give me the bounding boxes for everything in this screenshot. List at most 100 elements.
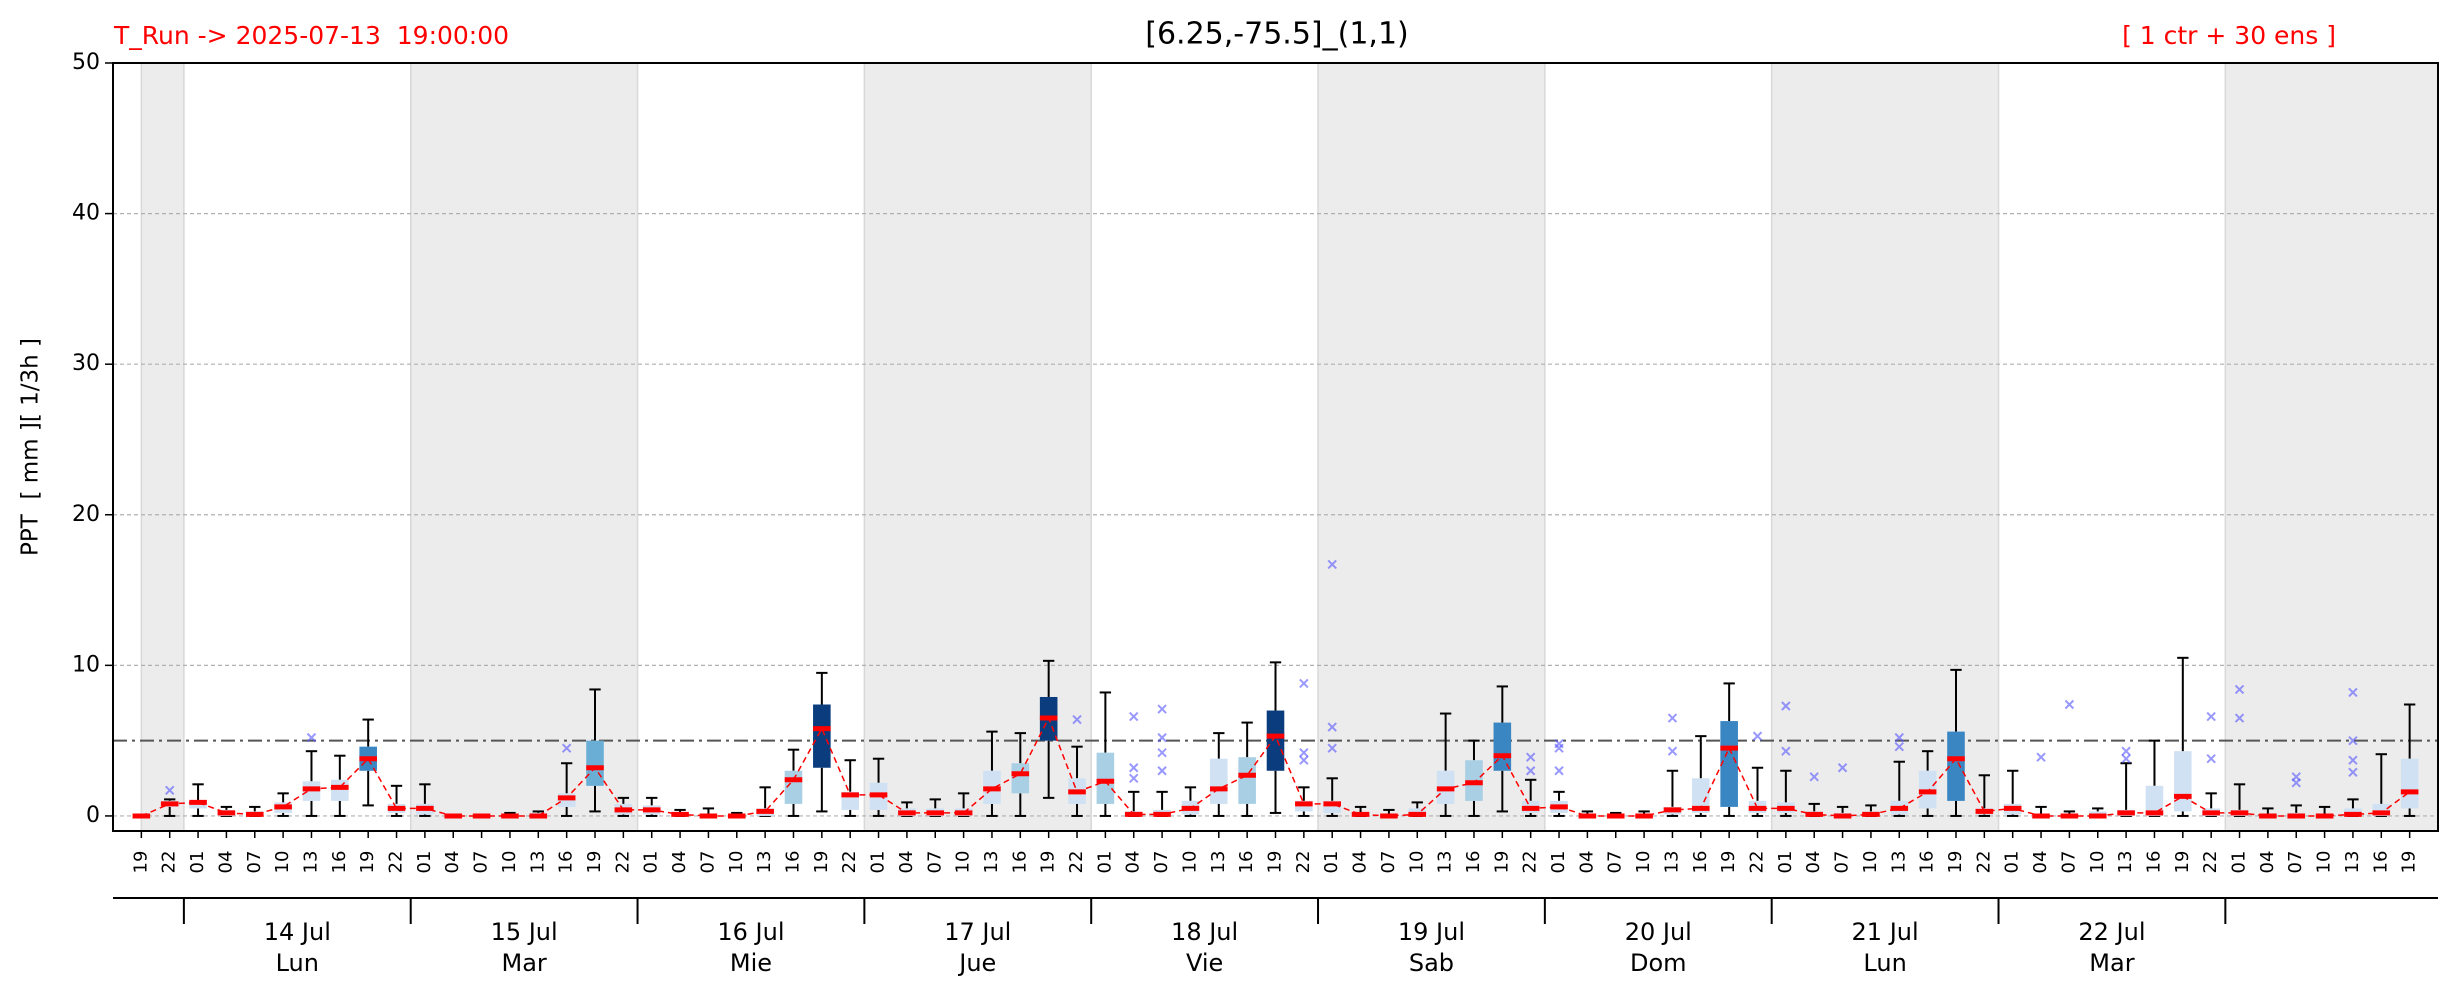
x-tick-label: 13 [2342,851,2363,874]
x-tick-label: 10 [2087,851,2108,874]
box [1266,710,1285,771]
x-tick-label: 10 [1633,851,1654,874]
night-shading [1318,63,1545,831]
x-tick-label: 13 [300,851,321,874]
outlier [1752,731,1763,741]
box [1210,758,1228,804]
x-tick-label: 10 [2314,851,2335,874]
outlier [2036,752,2046,762]
x-tick-label: 07 [1605,851,1626,874]
x-tick-label: 16 [1236,851,1257,874]
x-tick-label: 19 [1038,851,1059,874]
box [1947,731,1965,801]
outlier [1781,701,1791,711]
x-tick-label: 07 [1832,851,1853,874]
x-tick-label: 19 [357,851,378,874]
y-tick-label: 50 [72,50,100,75]
x-tick-label: 22 [386,851,407,874]
outlier [1299,755,1309,765]
day-label: 15 Jul [491,918,558,946]
x-tick-label: 22 [1066,851,1087,874]
x-tick-label: 10 [1179,851,1200,874]
outlier [1327,743,1337,753]
box [1096,752,1115,804]
outlier [1157,747,1167,758]
x-tick-label: 07 [2285,851,2306,874]
x-tick-label: 07 [1378,851,1399,874]
night-shading [1771,63,1999,831]
x-tick-label: 16 [782,851,803,874]
x-tick-label: 22 [1973,851,1994,874]
x-tick-label: 22 [2200,851,2221,874]
outlier [2348,767,2358,777]
box [813,704,831,768]
weekday-label: Lun [276,949,319,977]
outlier [1157,766,1167,776]
x-tick-label: 16 [1690,851,1711,874]
x-tick-label: 13 [1888,851,1909,874]
outlier [1554,766,1564,776]
box [586,740,604,786]
x-tick-label: 07 [471,851,492,874]
x-tick-label: 22 [1520,851,1541,874]
x-tick-label: 13 [754,851,775,874]
day-label: 17 Jul [944,918,1011,946]
day-label: 19 Jul [1398,918,1465,946]
x-tick-label: 10 [1406,851,1427,874]
y-tick-label: 10 [72,652,100,677]
outlier [1157,732,1167,743]
x-tick-label: 07 [244,851,265,874]
box [2174,751,2192,812]
box [1692,778,1710,813]
x-tick-label: 04 [669,851,690,874]
x-tick-label: 01 [187,851,208,874]
x-tick-label: 13 [1661,851,1682,874]
x-tick-label: 19 [2399,851,2420,874]
weekday-label: Jue [957,949,996,977]
y-tick-label: 20 [72,502,100,527]
night-shading [141,63,184,831]
outlier [2234,713,2245,723]
outlier [164,785,175,796]
weekday-label: Mar [501,949,546,977]
x-tick-label: 04 [896,851,917,874]
x-tick-label: 22 [159,851,180,874]
outlier [1667,746,1678,756]
outlier [2064,699,2075,710]
x-tick-label: 04 [1123,851,1144,874]
x-tick-label: 10 [726,851,747,874]
weekday-label: Mar [2089,949,2134,977]
outlier [306,732,317,743]
outlier [1554,743,1564,753]
outlier [2206,754,2216,764]
y-tick-label: 0 [86,803,100,828]
x-tick-label: 04 [215,851,236,874]
outlier [1299,747,1309,758]
x-tick-label: 01 [641,851,662,874]
x-tick-label: 07 [697,851,718,874]
x-tick-label: 10 [272,851,293,874]
day-label: 14 Jul [264,918,331,946]
outlier [561,743,572,753]
outlier [1129,773,1139,784]
x-tick-label: 19 [1265,851,1286,874]
day-label: 20 Jul [1625,918,1692,946]
outlier [1837,763,1848,773]
weekday-label: Vie [1186,949,1223,977]
outlier [2121,746,2131,756]
night-shading [2225,63,2438,831]
ensemble-label: [ 1 ctr + 30 ens ] [2122,21,2336,50]
outlier [1072,714,1082,725]
box [2400,758,2419,809]
day-label: 22 Jul [2078,918,2145,946]
chart-title: [6.25,-75.5]_(1,1) [1145,17,1408,52]
x-tick-label: 16 [1463,851,1484,874]
x-tick-label: 04 [1350,851,1371,874]
weekday-label: Sab [1409,949,1454,977]
x-tick-label: 16 [2370,851,2391,874]
outlier [1809,772,1819,782]
plot-frame [112,62,2439,832]
x-tick-label: 01 [1321,851,1342,874]
outlier [1894,732,1904,743]
outlier [2291,778,2301,788]
